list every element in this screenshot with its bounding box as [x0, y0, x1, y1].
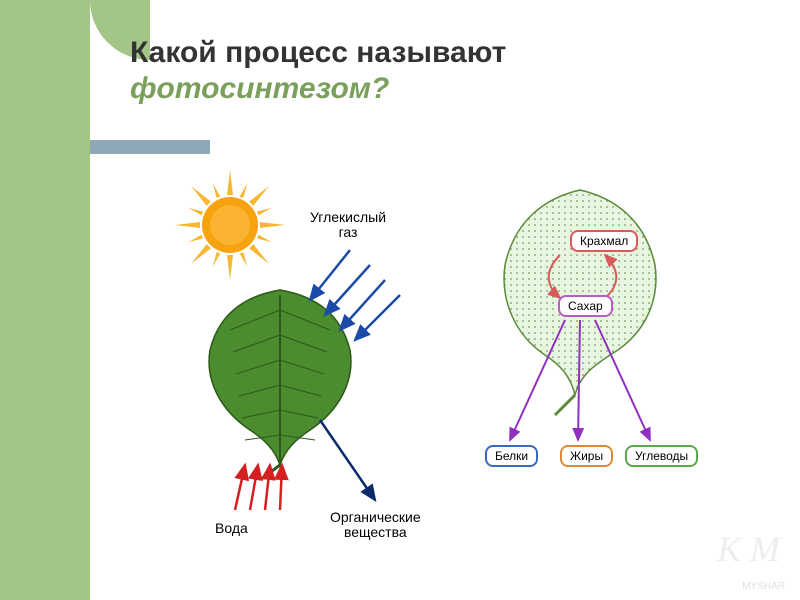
title-underline — [90, 140, 210, 154]
page-title: Какой процесс называют фотосинтезом? — [130, 35, 506, 107]
leaf-products — [460, 180, 720, 480]
title-line2: фотосинтезом? — [130, 72, 389, 105]
box-starch: Крахмал — [570, 230, 638, 252]
watermark-logo: К М — [717, 528, 780, 570]
watermark-text: MYSHAR — [742, 581, 785, 592]
label-organic: Органические вещества — [330, 510, 421, 541]
box-carb: Углеводы — [625, 445, 698, 467]
box-fat: Жиры — [560, 445, 613, 467]
sidebar-band — [0, 0, 90, 600]
label-co2: Углекислый газ — [310, 210, 386, 241]
title-line1: Какой процесс называют — [130, 36, 506, 69]
label-water: Вода — [215, 520, 248, 536]
box-sugar: Сахар — [558, 295, 613, 317]
box-protein: Белки — [485, 445, 538, 467]
